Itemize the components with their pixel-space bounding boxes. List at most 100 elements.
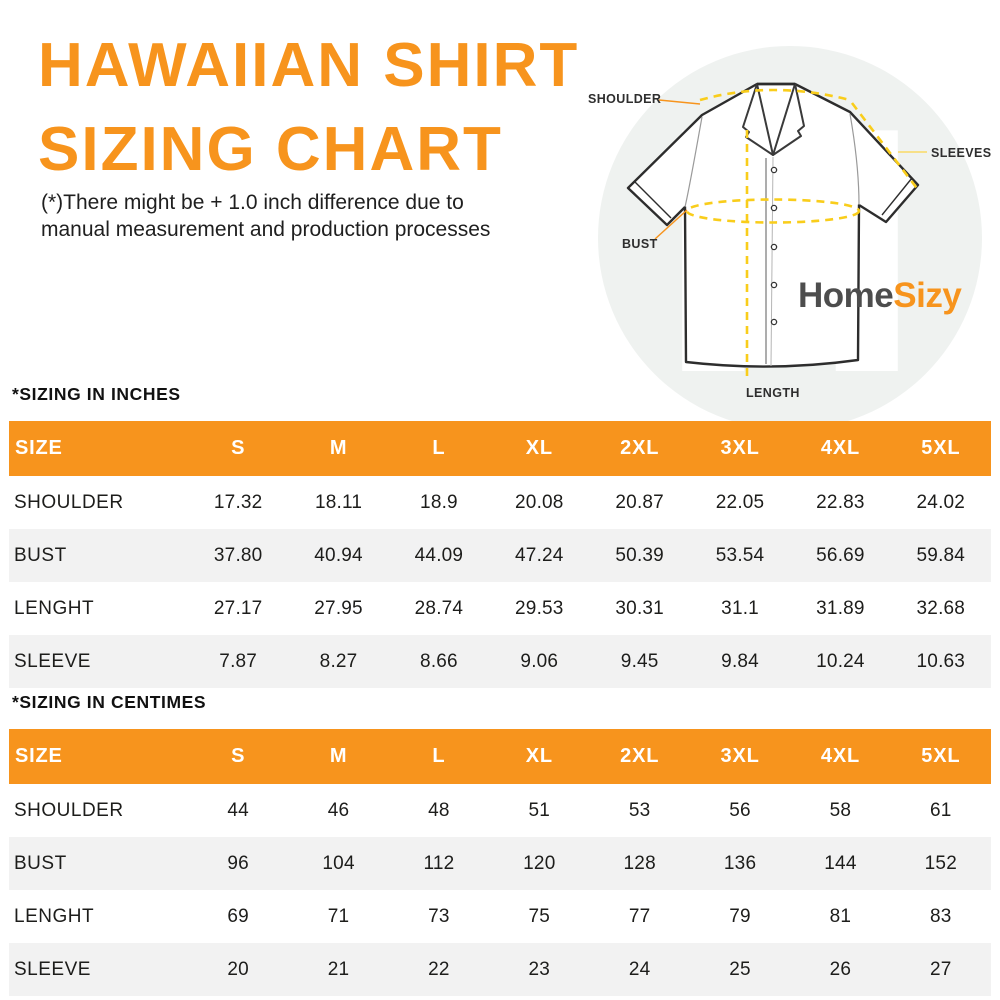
measurement-cell: 21 xyxy=(327,958,350,980)
column-header-l: L xyxy=(388,729,490,784)
measurement-cell: 20.08 xyxy=(515,491,564,513)
measurement-cell: 46 xyxy=(327,799,350,821)
buttons xyxy=(770,166,778,326)
measurement-cell: 22 xyxy=(428,958,450,980)
shoulder-label-connector xyxy=(658,99,701,105)
measurement-cell: 56 xyxy=(729,799,751,821)
column-header-size: SIZE xyxy=(9,421,188,476)
measurement-cell: 29.53 xyxy=(515,597,564,619)
table-header-row: SIZE S M L XL 2XL 3XL 4XL 5XL xyxy=(9,421,991,476)
measurement-cell: 26 xyxy=(829,958,852,980)
measurement-cell: 71 xyxy=(327,905,350,927)
column-header-s: S xyxy=(188,421,289,476)
sizing-section-centimeters: *SIZING IN CENTIMES SIZE S M L XL 2XL 3XL 4XL 5X… xyxy=(0,692,1000,996)
measurement-cell: 27 xyxy=(930,958,952,980)
measurement-cell: 25 xyxy=(729,958,751,980)
measurement-cell: 83 xyxy=(930,905,952,927)
table-row-lenght: LENGHT 27.17 27.95 28.74 29.53 30.31 31.1 31.89… xyxy=(9,582,991,635)
measurement-cell: 9.06 xyxy=(520,650,559,672)
measurement-cell: 96 xyxy=(227,852,249,874)
measurement-cell: 10.63 xyxy=(916,650,966,672)
measurement-cell: 61 xyxy=(930,799,952,821)
measurement-cell: 104 xyxy=(322,852,355,874)
table-row-sleeve: SLEEVE 7.87 8.27 8.66 9.06 9.45 9.84 10.24 10.63 xyxy=(9,635,991,688)
sizing-table-inches: SIZE S M L XL 2XL 3XL 4XL 5XL SHOULDER 17.32 18.11 1… xyxy=(9,421,991,688)
diagram-label-length: LENGTH xyxy=(746,386,800,400)
measurement-cell: 69 xyxy=(227,905,249,927)
sleeve-measure-dash xyxy=(850,102,921,192)
row-label: BUST xyxy=(14,852,67,874)
column-header-5xl: 5XL xyxy=(890,729,991,784)
measurement-cell: 31.89 xyxy=(816,597,865,619)
column-header-2xl: 2XL xyxy=(589,729,690,784)
measurement-cell: 30.31 xyxy=(615,597,664,619)
measurement-cell: 44 xyxy=(227,799,249,821)
table-header-row: SIZE S M L XL 2XL 3XL 4XL 5XL xyxy=(9,729,991,784)
measurement-cell: 53 xyxy=(628,799,651,821)
measurement-cell: 73 xyxy=(428,905,450,927)
column-header-m: M xyxy=(288,421,389,476)
homesizy-logo: HomeSizy xyxy=(798,276,962,316)
disclaimer-note-line2: manual measurement and production proces… xyxy=(41,218,491,241)
column-header-5xl: 5XL xyxy=(890,421,991,476)
measurement-cell: 81 xyxy=(829,905,852,927)
column-header-xl: XL xyxy=(489,729,590,784)
diagram-label-shoulder: SHOULDER xyxy=(588,92,662,106)
measurement-cell: 27.95 xyxy=(314,597,363,619)
measurement-cell: 8.27 xyxy=(319,650,358,672)
button-icon xyxy=(770,281,778,289)
page-title-line2: SIZING CHART xyxy=(38,115,503,184)
right-armhole-seam xyxy=(849,113,860,206)
measurement-cell: 79 xyxy=(729,905,751,927)
measurement-cell: 37.80 xyxy=(213,544,263,566)
measurement-cell: 48 xyxy=(428,799,450,821)
measurement-cell: 8.66 xyxy=(420,650,458,672)
measurement-cell: 31.1 xyxy=(721,597,759,619)
measurement-cell: 20 xyxy=(227,958,249,980)
column-header-3xl: 3XL xyxy=(689,729,791,784)
measurement-cell: 75 xyxy=(528,905,551,927)
table-row-bust: BUST 37.80 40.94 44.09 47.24 50.39 53.54 56.69 5… xyxy=(9,529,991,582)
row-label: LENGHT xyxy=(14,905,95,927)
button-icon xyxy=(770,166,778,174)
measurement-cell: 24.02 xyxy=(916,491,966,513)
left-cuff-line xyxy=(633,180,672,219)
shoulder-measure-dash xyxy=(699,88,851,102)
measurement-cell: 10.24 xyxy=(816,650,865,672)
column-header-2xl: 2XL xyxy=(589,421,690,476)
collar-right-lapel xyxy=(772,83,805,156)
row-label: BUST xyxy=(14,544,67,566)
bust-measure-dash xyxy=(685,198,861,224)
button-icon xyxy=(770,243,778,251)
table-row-sleeve: SLEEVE 20 21 22 23 24 25 26 27 xyxy=(9,943,991,996)
measurement-cell: 152 xyxy=(924,852,957,874)
sizing-section-inches: *SIZING IN INCHES SIZE S M L XL 2XL 3XL 4XL 5XL S… xyxy=(0,384,1000,688)
measurement-cell: 20.87 xyxy=(615,491,664,513)
table-row-shoulder: SHOULDER 44 46 48 51 53 56 58 61 xyxy=(9,784,991,837)
page-title-line1: HAWAIIAN SHIRT xyxy=(38,31,580,100)
measurement-cell: 24 xyxy=(628,958,651,980)
measurement-cell: 59.84 xyxy=(916,544,966,566)
diagram-label-sleeves: SLEEVES xyxy=(931,146,992,160)
row-label: SHOULDER xyxy=(14,799,124,821)
measurement-cell: 28.74 xyxy=(414,597,464,619)
measurement-cell: 50.39 xyxy=(615,544,664,566)
measurement-cell: 40.94 xyxy=(314,544,363,566)
measurement-cell: 32.68 xyxy=(916,597,966,619)
button-icon xyxy=(770,318,778,326)
page-title: HAWAIIAN SHIRT SIZING CHART xyxy=(38,24,579,192)
table-row-bust: BUST 96 104 112 120 128 136 144 152 xyxy=(9,837,991,890)
measurement-cell: 23 xyxy=(528,958,551,980)
row-label: LENGHT xyxy=(14,597,95,619)
measurement-cell: 144 xyxy=(824,852,857,874)
measurement-cell: 44.09 xyxy=(414,544,464,566)
measurement-cell: 27.17 xyxy=(213,597,263,619)
shirt-outline xyxy=(626,82,920,368)
measurement-cell: 136 xyxy=(723,852,757,874)
column-header-4xl: 4XL xyxy=(790,421,891,476)
measurement-cell: 53.54 xyxy=(715,544,765,566)
table-heading-centimeters: *SIZING IN CENTIMES xyxy=(12,692,207,712)
sizing-table-centimeters: SIZE S M L XL 2XL 3XL 4XL 5XL SHOULDER 44 46 48 51 53 5… xyxy=(9,729,991,996)
column-header-l: L xyxy=(388,421,490,476)
